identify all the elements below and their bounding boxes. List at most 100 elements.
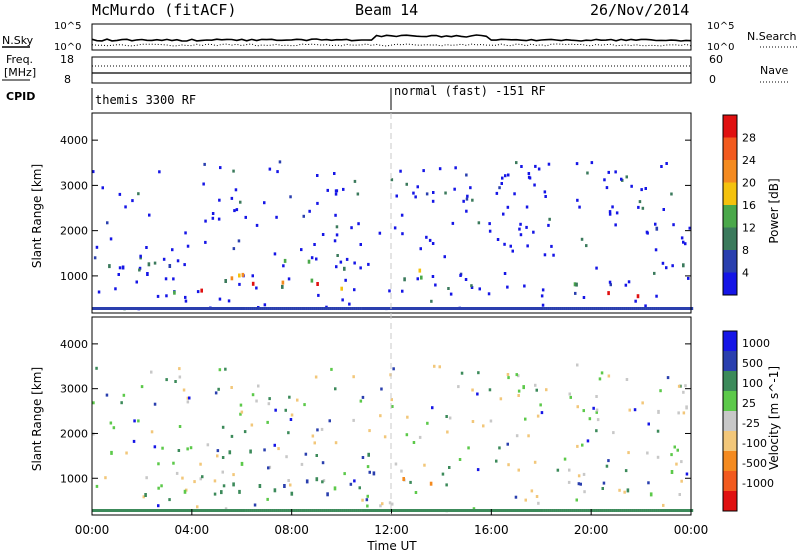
- velocity-echo: [213, 479, 217, 483]
- velocity-ground-cell: [245, 509, 248, 512]
- velocity-ground-cell: [531, 509, 534, 512]
- power-region-4-cell: [251, 281, 255, 286]
- velocity-ground-cell: [657, 509, 660, 512]
- velocity-ground-cell: [643, 509, 646, 512]
- power-ground-cell: [365, 307, 368, 310]
- velocity-ground-cell: [483, 509, 486, 512]
- velocity-echo: [495, 459, 498, 463]
- power-ground-cell: [143, 307, 147, 310]
- velocity-echo: [172, 461, 175, 465]
- velocity-echo: [394, 462, 398, 466]
- beam-title: Beam 14: [355, 1, 418, 19]
- velocity-ground-cell: [595, 509, 598, 512]
- velocity-echo: [290, 413, 294, 417]
- velocity-echo: [296, 398, 299, 402]
- velocity-echo: [289, 418, 293, 421]
- power-echo: [608, 212, 612, 216]
- power-echo: [300, 248, 303, 252]
- power-echo: [541, 288, 545, 292]
- velocity-ground-cell: [497, 509, 500, 512]
- power-ground-cell: [327, 307, 330, 310]
- velocity-ytick-label: 1000: [60, 472, 88, 485]
- velocity-ground-cell: [415, 509, 418, 512]
- velocity-ground-cell: [549, 509, 552, 512]
- velocity-echo: [418, 435, 422, 439]
- power-ground-cell: [118, 307, 121, 310]
- velocity-echo: [189, 446, 193, 450]
- power-echo: [540, 294, 544, 298]
- power-colorbar-swatch: [723, 182, 737, 206]
- freq-tick-top: 18: [60, 53, 74, 66]
- power-echo: [660, 165, 663, 168]
- power-echo: [478, 287, 481, 291]
- power-echo: [661, 261, 665, 265]
- velocity-region-4-cell: [429, 481, 433, 486]
- power-region-2-cell: [310, 278, 314, 283]
- power-ground-cell: [345, 307, 348, 310]
- velocity-echo: [266, 420, 269, 424]
- velocity-echo: [595, 395, 598, 398]
- x-axis-label: Time UT: [366, 539, 417, 553]
- velocity-echo: [359, 399, 363, 403]
- velocity-echo: [287, 431, 290, 435]
- power-ground-cell: [583, 307, 586, 310]
- velocity-region-1-cell: [326, 492, 329, 497]
- power-ground-cell: [231, 307, 234, 310]
- velocity-echo: [224, 367, 227, 371]
- power-echo: [608, 210, 612, 214]
- power-ground-cell: [599, 307, 602, 310]
- power-ground-cell: [125, 307, 129, 310]
- velocity-echo: [368, 470, 371, 474]
- power-ground-cell: [289, 307, 292, 310]
- power-echo: [682, 240, 685, 244]
- velocity-ytick-label: 2000: [60, 427, 88, 440]
- velocity-ground-cell: [423, 509, 426, 512]
- velocity-ground-cell: [583, 509, 586, 512]
- power-ytick-label: 1000: [60, 270, 88, 283]
- velocity-echo: [540, 411, 544, 415]
- power-ground-cell: [351, 307, 354, 310]
- power-echo: [687, 276, 690, 280]
- velocity-echo: [288, 395, 291, 399]
- power-echo: [641, 206, 645, 210]
- power-ground-cell: [575, 307, 578, 310]
- power-ground-cell: [425, 307, 428, 310]
- power-echo: [430, 299, 433, 303]
- x-tick-label: 12:00: [374, 523, 409, 537]
- power-echo: [615, 211, 619, 215]
- velocity-ground-cell: [413, 509, 416, 512]
- velocity-ground-cell: [585, 509, 588, 512]
- power-echo: [585, 244, 588, 248]
- velocity-echo: [624, 469, 628, 473]
- velocity-echo: [92, 401, 95, 405]
- velocity-ground-cell: [299, 509, 302, 512]
- power-echo: [388, 289, 391, 293]
- power-echo: [654, 248, 658, 252]
- velocity-ground-cell: [351, 509, 354, 512]
- power-echo: [627, 280, 631, 284]
- power-echo: [162, 257, 166, 261]
- power-ground-cell: [405, 307, 408, 310]
- velocity-echo: [216, 454, 219, 458]
- velocity-echo: [153, 445, 157, 449]
- power-ground-cell: [339, 307, 342, 310]
- velocity-echo: [186, 447, 189, 451]
- velocity-echo: [381, 502, 384, 506]
- power-ground-cell: [683, 307, 686, 310]
- velocity-echo: [601, 487, 604, 490]
- velocity-echo: [472, 507, 476, 511]
- power-ground-cell: [311, 307, 314, 310]
- power-echo: [465, 209, 468, 213]
- power-echo: [414, 195, 417, 199]
- velocity-echo: [392, 367, 395, 371]
- power-ground-cell: [665, 307, 668, 310]
- velocity-echo: [569, 395, 572, 399]
- velocity-echo: [647, 422, 650, 426]
- velocity-region-1-cell: [240, 461, 244, 466]
- power-ground-cell: [439, 307, 442, 310]
- power-ground-cell: [343, 307, 346, 310]
- velocity-ground-cell: [179, 509, 183, 512]
- velocity-echo: [206, 443, 210, 447]
- noise-left-tick-top: 10^5: [54, 21, 81, 32]
- power-echo: [153, 261, 157, 265]
